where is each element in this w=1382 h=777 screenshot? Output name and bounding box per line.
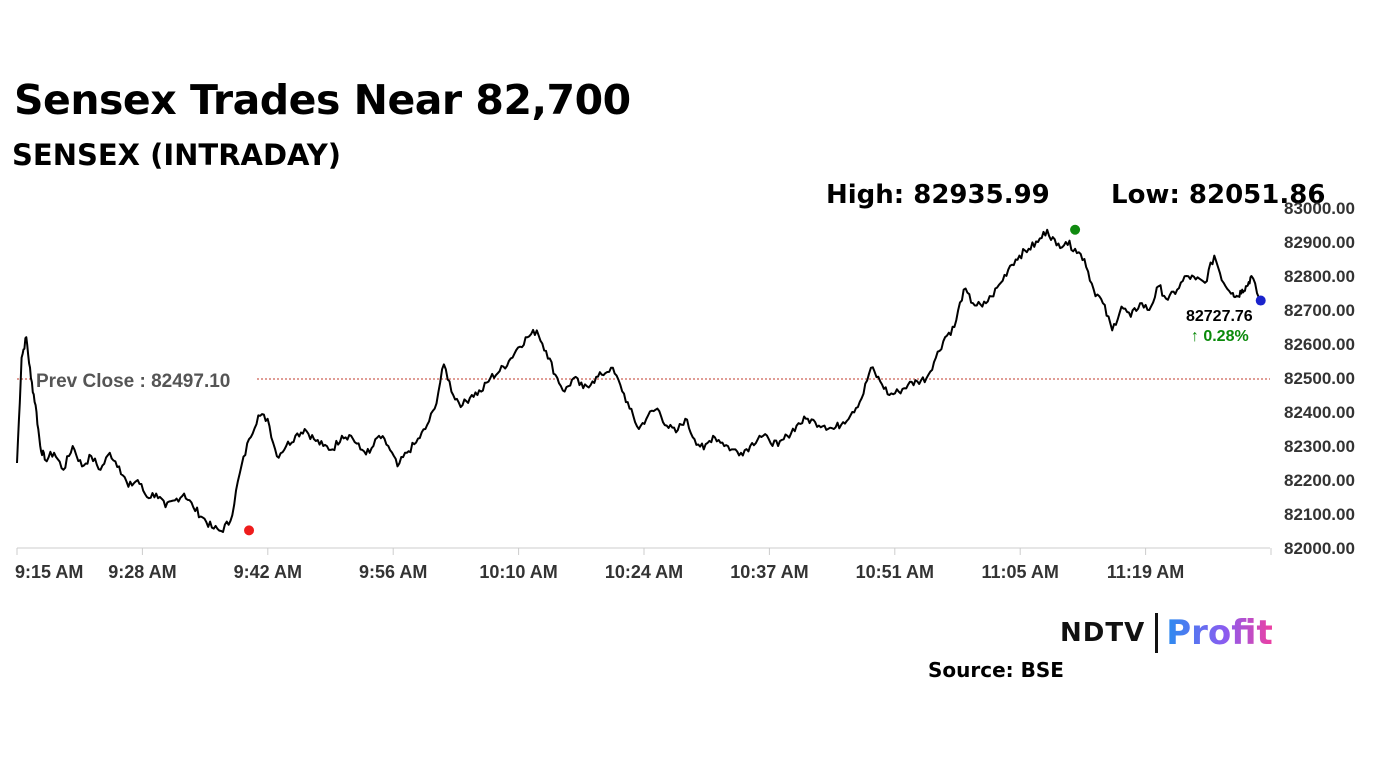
logo-separator	[1155, 613, 1159, 653]
x-tick-label: 11:19 AM	[1107, 562, 1184, 582]
logo-ndtv-text: NDTV	[1060, 618, 1146, 648]
y-tick-label: 83000.00	[1284, 199, 1355, 218]
last-point-marker	[1255, 295, 1266, 306]
x-tick-label: 10:10 AM	[479, 562, 557, 582]
y-tick-label: 82900.00	[1284, 233, 1355, 252]
high-point-marker	[1070, 224, 1081, 235]
chart-subtitle: SENSEX (INTRADAY)	[12, 138, 341, 172]
y-tick-label: 82100.00	[1284, 505, 1355, 524]
x-tick-label: 9:15 AM	[15, 562, 83, 582]
x-tick-label: 10:24 AM	[605, 562, 683, 582]
ndtv-profit-logo: NDTV Profit	[1060, 612, 1273, 654]
last-value-label: 82727.76	[1186, 308, 1253, 325]
y-tick-label: 82800.00	[1284, 267, 1355, 286]
y-tick-label: 82000.00	[1284, 539, 1355, 558]
sensex-series-line	[16, 228, 1262, 533]
logo-profit-text: Profit	[1166, 613, 1273, 653]
y-tick-label: 82400.00	[1284, 403, 1355, 422]
x-tick-label: 9:42 AM	[234, 562, 302, 582]
x-tick-label: 9:56 AM	[359, 562, 427, 582]
y-tick-label: 82500.00	[1284, 369, 1355, 388]
prev-close-label: Prev Close : 82497.10	[36, 371, 230, 392]
high-stat: High: 82935.99	[826, 180, 1050, 210]
change-percent-label: ↑ 0.28%	[1191, 328, 1249, 345]
x-tick-label: 11:05 AM	[982, 562, 1059, 582]
prev-close-label-bg	[31, 365, 257, 390]
low-stat: Low: 82051.86	[1111, 180, 1326, 210]
y-tick-label: 82700.00	[1284, 301, 1355, 320]
x-tick-label: 10:51 AM	[856, 562, 934, 582]
source-note: Source: BSE	[928, 658, 1064, 682]
x-tick-label: 9:28 AM	[108, 562, 176, 582]
x-tick-label: 10:37 AM	[730, 562, 808, 582]
low-point-marker	[244, 525, 255, 536]
y-tick-label: 82200.00	[1284, 471, 1355, 490]
chart-title: Sensex Trades Near 82,700	[14, 76, 631, 124]
y-tick-label: 82600.00	[1284, 335, 1355, 354]
y-tick-label: 82300.00	[1284, 437, 1355, 456]
